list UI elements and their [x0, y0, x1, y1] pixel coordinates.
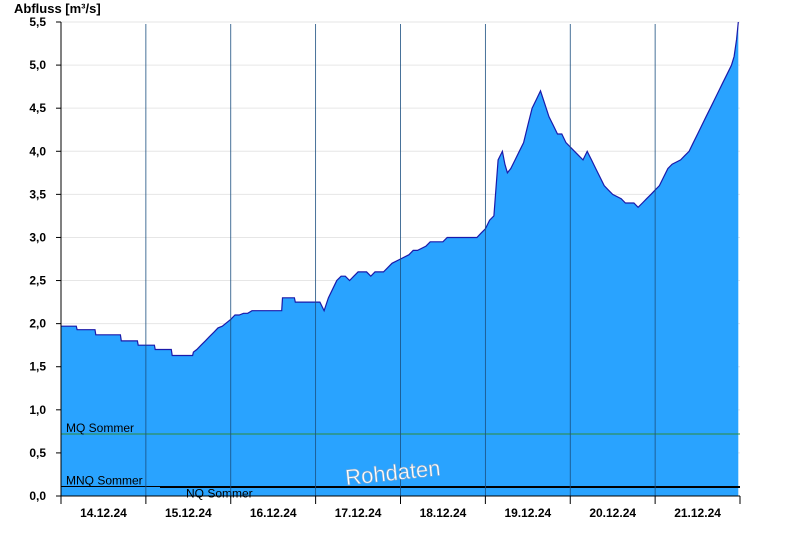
y-tick-label: 4,0 [29, 144, 46, 158]
x-tick-label: 14.12.24 [80, 506, 127, 520]
x-tick-label: 20.12.24 [589, 506, 636, 520]
day-separators [145, 24, 656, 496]
y-tick-label: 1,5 [29, 360, 46, 374]
x-tick-label: 19.12.24 [504, 506, 551, 520]
y-tick-label: 2,5 [29, 274, 46, 288]
data-area [61, 21, 739, 496]
nq-label: NQ Sommer [186, 487, 253, 501]
y-axis-title: Abfluss [m³/s] [14, 1, 101, 16]
reference-lines: MQ Sommer MNQ Sommer NQ Sommer [61, 421, 740, 501]
y-tick-label: 5,5 [29, 15, 46, 29]
y-tick-label: 3,5 [29, 187, 46, 201]
y-tick-label: 5,0 [29, 58, 46, 72]
y-tick-label: 2,0 [29, 317, 46, 331]
y-axis-ticks: 0,0 0,5 1,0 1,5 2,0 2,5 3,0 3,5 4,0 4,5 5,0 5,5 [29, 15, 61, 503]
y-tick-label: 1,0 [29, 403, 46, 417]
x-tick-label: 21.12.24 [674, 506, 721, 520]
mq-label: MQ Sommer [66, 421, 134, 435]
discharge-area [61, 22, 739, 496]
x-axis-ticks: 14.12.24 15.12.24 16.12.24 17.12.24 18.12.24… [60, 496, 741, 520]
mnq-label: MNQ Sommer [66, 474, 143, 488]
x-tick-label: 18.12.24 [420, 506, 467, 520]
y-tick-label: 0,5 [29, 446, 46, 460]
y-tick-label: 4,5 [29, 101, 46, 115]
y-tick-label: 0,0 [29, 489, 46, 503]
y-tick-label: 3,0 [29, 230, 46, 244]
x-tick-label: 16.12.24 [250, 506, 297, 520]
x-tick-label: 17.12.24 [335, 506, 382, 520]
x-tick-label: 15.12.24 [165, 506, 212, 520]
